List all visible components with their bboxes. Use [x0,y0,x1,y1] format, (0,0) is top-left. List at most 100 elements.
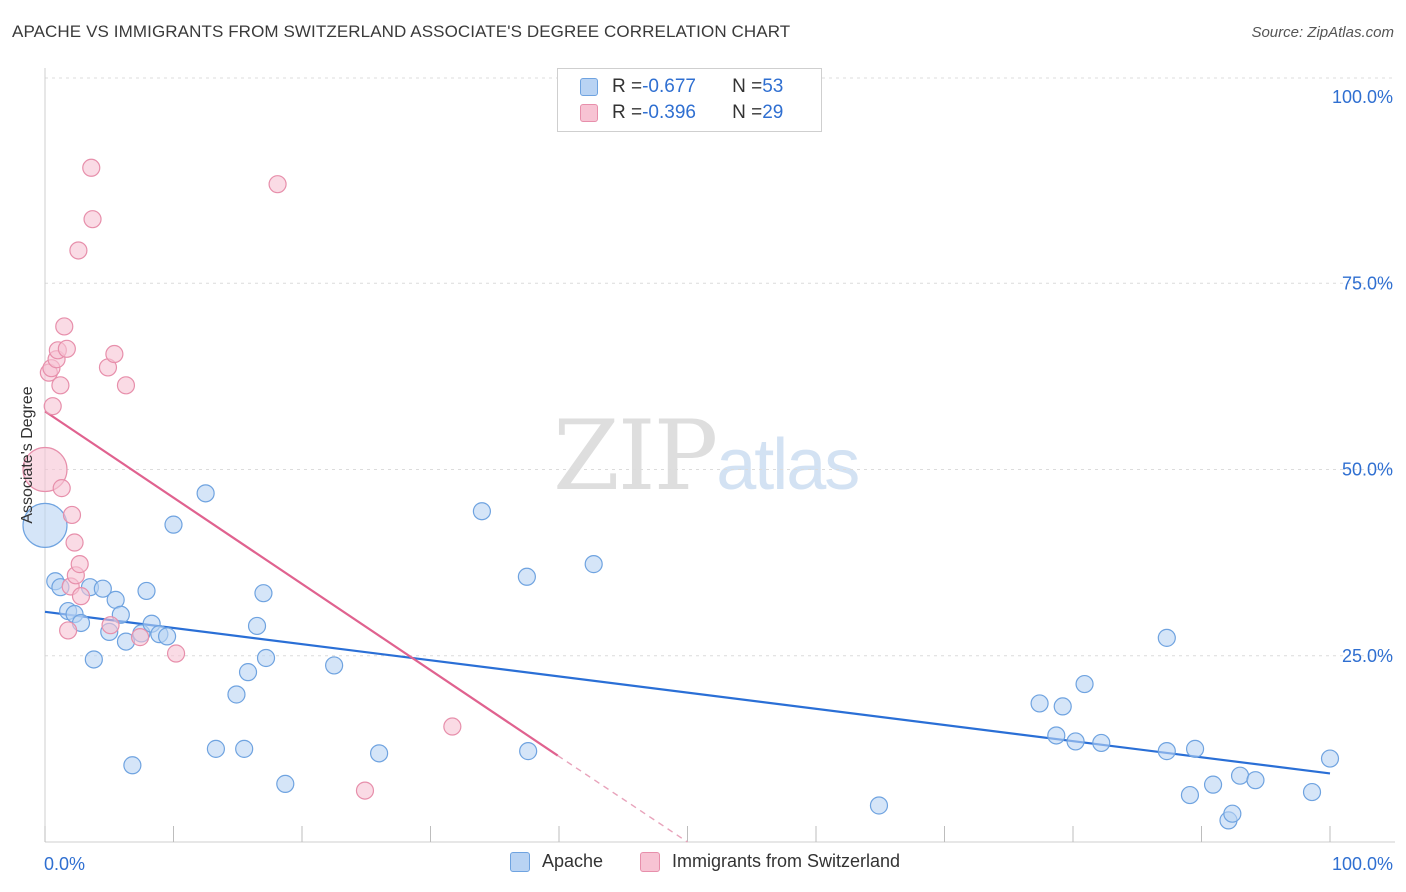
swiss-point [82,158,101,177]
swiss-trend-line [44,410,559,757]
legend-item-apache: Apache [510,851,603,872]
swiss-point [83,210,102,229]
apache-point [370,744,389,763]
x-tick-label: 100.0% [1332,854,1393,874]
apache-point [1047,726,1066,745]
apache-point [472,502,491,521]
source-label: Source: ZipAtlas.com [1251,24,1394,41]
swiss-point [69,241,88,260]
n-label: N = [732,102,763,123]
swiss-legend-swatch [640,851,660,872]
data-points [22,158,1340,830]
apache-point [1157,742,1176,761]
apache-point [1246,771,1265,790]
apache-point [196,484,215,503]
apache-point [1053,697,1072,716]
apache-point [123,756,142,775]
tick-labels: 25.0% 50.0% 75.0% 100.0% 0.0% 100.0% [44,87,1393,874]
swiss-swatch [580,104,598,122]
apache-point [1180,785,1200,805]
apache-point [1320,749,1340,768]
apache-point [1203,775,1223,794]
apache-point [256,648,276,668]
swiss-point [52,479,71,498]
y-axis-label: Associate's Degree [19,386,36,524]
apache-point [325,656,344,675]
swiss-point [101,616,120,635]
swiss-point [65,533,84,552]
apache-point [519,742,538,761]
legend-label-apache: Apache [542,851,604,871]
apache-point [1075,674,1094,694]
n-label: N = [732,76,763,97]
apache-point [276,774,295,793]
swiss-point [355,781,375,800]
apache-point [84,650,103,669]
axes [44,68,1395,843]
swiss-point [57,339,76,358]
apache-point [254,584,273,603]
apache-trend-line [44,610,1331,775]
apache-point [157,627,177,646]
r-label: R = [612,102,643,123]
n-value: 29 [762,102,784,123]
watermark-zip: ZIP [553,400,718,512]
gridlines [45,77,1395,657]
apache-point [1185,739,1205,758]
apache-point [1092,733,1111,753]
x-tick-label: 0.0% [44,854,85,874]
n-value: 53 [762,76,784,97]
apache-point [93,579,112,598]
swiss-point [51,376,70,395]
apache-point [227,685,246,704]
apache-point [1066,732,1085,751]
legend-item-swiss: Immigrants from Switzerland [640,851,900,872]
apache-point [1302,782,1322,802]
swiss-trend-extension [557,754,688,843]
r-value: -0.677 [642,76,696,97]
apache-point [1030,694,1049,713]
swiss-point [22,446,68,493]
apache-point [238,663,258,682]
y-tick-label: 25.0% [1342,646,1393,666]
apache-point [206,739,226,758]
apache-point [1223,804,1242,823]
apache-legend-swatch [510,851,530,872]
y-tick-label: 50.0% [1342,460,1393,480]
legend-row-apache: R = -0.677 N = 53 [580,74,783,100]
swiss-point [71,587,91,606]
correlation-legend: R = -0.677 N = 53 R = -0.396 N = 29 [557,68,822,132]
apache-point [584,555,603,574]
apache-point [22,502,68,548]
watermark-atlas: atlas [716,425,860,505]
swiss-point [70,555,89,574]
legend-label-swiss: Immigrants from Switzerland [672,851,901,871]
apache-point [137,581,156,601]
swiss-point [116,376,136,395]
watermark: ZIPatlas [553,400,860,512]
y-tick-label: 75.0% [1342,273,1393,293]
swiss-point [443,717,462,736]
swiss-point [59,621,78,640]
swiss-point [62,505,82,525]
trend-lines [44,410,1331,843]
chart-title: APACHE VS IMMIGRANTS FROM SWITZERLAND AS… [12,22,791,41]
apache-point [517,567,536,586]
swiss-point [166,644,186,663]
apache-point [1230,766,1250,785]
apache-swatch [580,78,598,96]
swiss-point [105,344,124,364]
apache-point [247,616,267,636]
swiss-point [130,628,150,647]
apache-point [1157,628,1176,647]
swiss-point [268,175,287,194]
apache-point [235,739,254,758]
swiss-point [43,397,62,416]
apache-point [869,796,889,815]
swiss-point [55,317,74,336]
r-label: R = [612,76,643,97]
r-value: -0.396 [642,102,696,123]
apache-point [164,515,183,534]
legend-row-swiss: R = -0.396 N = 29 [580,100,783,126]
